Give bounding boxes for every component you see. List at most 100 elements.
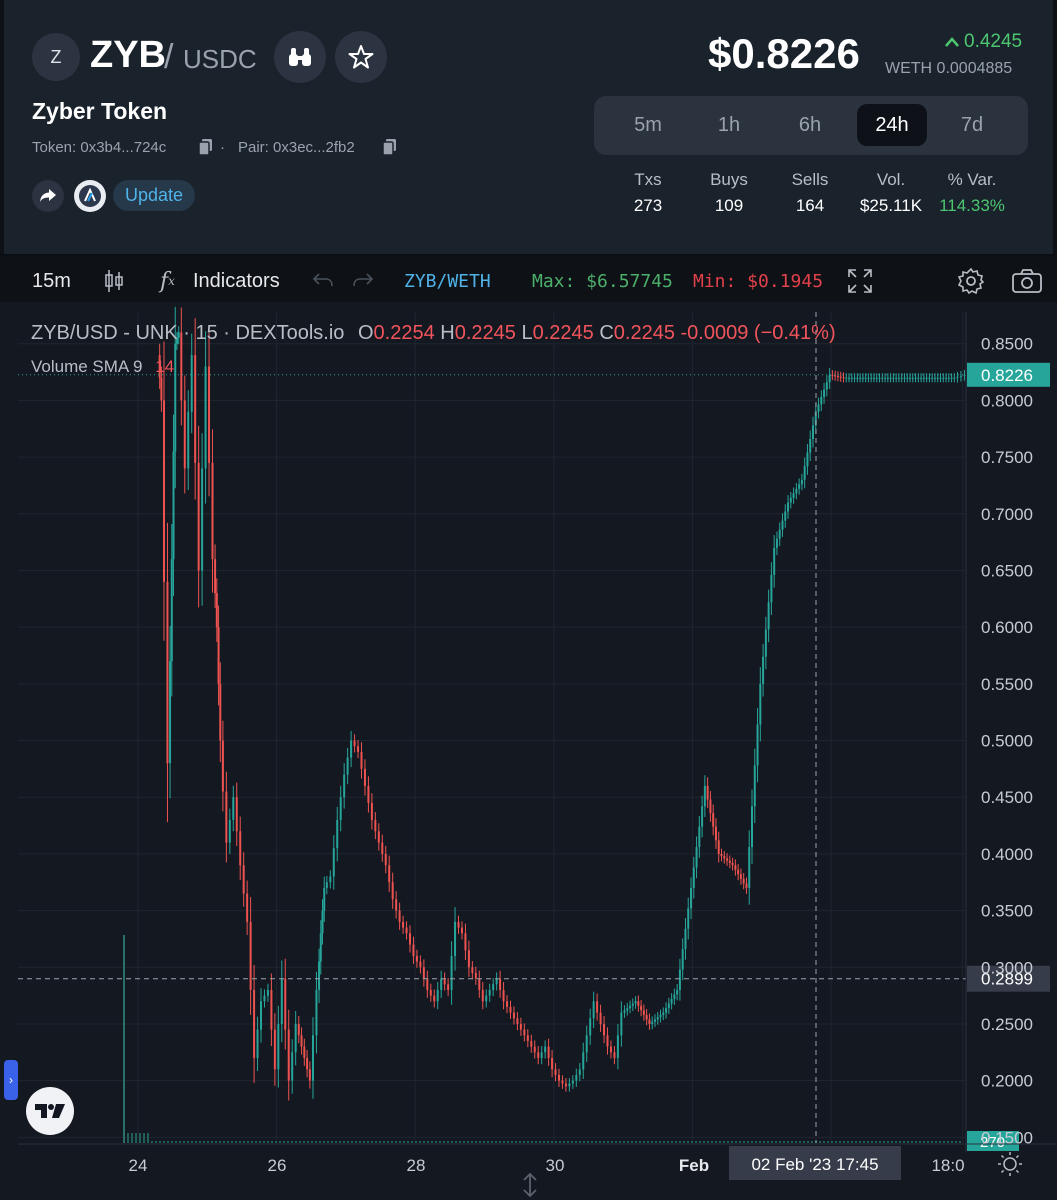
candle-body-down [745,883,748,888]
update-button[interactable]: Update [113,180,195,211]
x-tick-label: 18:0 [931,1156,964,1175]
candle-body-down [464,933,467,951]
volume-bar [523,1141,525,1143]
volume-bar [959,1141,961,1143]
y-tick-label: 0.1500 [981,1128,1033,1147]
volume-bar [279,1141,281,1143]
volume-bar [767,1141,769,1143]
timeframe-selector: 5m 1h 6h 24h 7d [594,96,1028,155]
timeframe-6h[interactable]: 6h [798,113,822,136]
timeframe-1h[interactable]: 1h [717,113,741,136]
volume-bar [583,1141,585,1143]
candle-body-up [673,994,676,1000]
tradingview-logo[interactable] [26,1087,74,1135]
undo-icon[interactable] [312,271,334,289]
copy-icon[interactable] [382,138,398,156]
candle-body-up [886,377,889,379]
x-tick-label: 24 [129,1156,148,1175]
candle-body-down [367,785,370,803]
binoculars-button[interactable] [274,31,326,83]
volume-bar [243,1141,245,1143]
camera-icon[interactable] [1011,268,1043,294]
volume-bar [867,1141,869,1143]
candle-body-down [239,831,242,866]
indicators-button[interactable]: Indicators [193,269,280,292]
candle-body-down [374,819,377,832]
volume-bar [447,1141,449,1143]
candle-body-up [629,1005,632,1009]
candle-body-down [519,1023,522,1030]
candle-body-up [339,797,342,820]
volume-bar [123,935,125,1143]
volume-bar [519,1141,521,1143]
volume-bar [143,1133,145,1143]
candle-body-up [850,377,853,379]
volume-bar [551,1141,553,1143]
candle-body-down [502,989,505,1002]
volume-bar [695,1141,697,1143]
settings-icon[interactable] [957,267,985,295]
candle-body-up [346,757,349,775]
timeframe-7d[interactable]: 7d [960,113,984,136]
volume-bars [123,935,961,1143]
candle-body-up [792,493,795,498]
candle-body-up [329,876,332,883]
share-button[interactable] [32,180,64,212]
candle-body-up [806,452,809,467]
pair-address[interactable]: Pair: 0x3ec...2fb2 [238,139,355,156]
candle-body-up [592,1001,595,1019]
price-change: 0.4245 [964,31,1023,52]
copy-icon[interactable] [198,138,214,156]
volume-bar [371,1141,373,1143]
pair-switch-button[interactable]: ZYB/WETH [404,270,491,292]
candle-body-up [872,377,875,379]
candle-body-up [631,1003,634,1006]
redo-icon[interactable] [352,271,374,289]
volume-bar [319,1141,321,1143]
candle-body-down [561,1080,564,1084]
fullscreen-icon[interactable] [847,268,873,294]
volume-bar [579,1141,581,1143]
timeframe-5m[interactable]: 5m [634,113,662,136]
volume-bar [779,1141,781,1143]
arbitrum-chain-button[interactable] [74,180,106,212]
candle-body-down [162,400,165,582]
candle-body-up [809,438,812,453]
candle-body-up [201,468,204,571]
volume-bar [147,1133,149,1143]
pair-slash: / [164,38,174,76]
candle-body-up [232,797,235,820]
volume-bar [703,1141,705,1143]
candles-icon[interactable] [103,268,125,294]
volume-bar [651,1141,653,1143]
sun-icon-ray [1000,1154,1005,1159]
volume-bar [191,1141,193,1143]
y-tick-label: 0.3000 [981,958,1033,977]
volume-bar [527,1141,529,1143]
volume-bar [395,1141,397,1143]
y-tick-label: 0.5500 [981,675,1033,694]
candle-body-up [889,377,892,379]
volume-bar [179,1141,181,1143]
favorite-button[interactable] [335,31,387,83]
candle-body-down [554,1069,557,1075]
candle-body-up [878,377,881,379]
sun-icon [998,1152,1022,1176]
timeframe-24h[interactable]: 24h [857,104,927,146]
candle-body-up [959,375,962,377]
left-panel-toggle[interactable]: › [4,1060,18,1100]
volume-bar [383,1141,385,1143]
volume-bar [711,1141,713,1143]
candle-body-down [443,978,446,985]
candle-body-up [670,999,673,1004]
token-address[interactable]: Token: 0x3b4...724c [32,139,167,156]
volume-bar [667,1141,669,1143]
candle-body-down [613,1052,616,1058]
candle-body-down [194,355,197,463]
interval-button[interactable]: 15m [32,269,71,292]
volume-bar [343,1141,345,1143]
legend-change: -0.0009 (−0.41%) [680,322,836,344]
candle-body-up [315,989,318,1036]
candle-body-up [922,377,925,379]
